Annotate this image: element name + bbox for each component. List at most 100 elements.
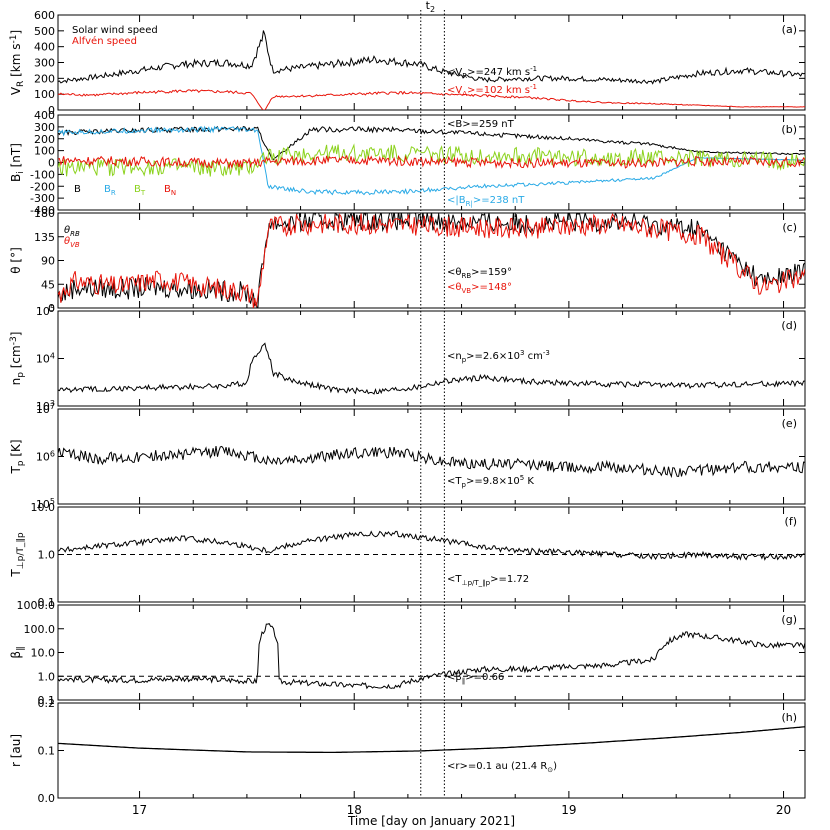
y-tick-label: 400 (34, 41, 55, 54)
x-tick-label: 19 (561, 803, 576, 817)
y-tick-label: 400 (34, 109, 55, 122)
legend-entry: θVB (64, 236, 80, 249)
series-line-black (58, 125, 805, 161)
annotation: <β∥>=0.66 (447, 672, 504, 685)
annotation: <θRB>=159° (447, 267, 512, 280)
y-tick-label: 200 (34, 72, 55, 85)
y-tick-label: 90 (41, 255, 55, 268)
x-tick-label: 20 (776, 803, 791, 817)
y-tick-label: 104 (36, 352, 55, 366)
legend-entry: Solar wind speed (72, 25, 158, 36)
y-axis-label: θ [°] (9, 247, 23, 274)
series-line-red (58, 89, 805, 110)
series-line-red (58, 154, 805, 170)
panel-e: 105 106 107 Tp [K] (e) <Tp>=9.8×105 K (9, 402, 806, 511)
series-line-green (58, 143, 805, 177)
panel-g: 0.1 1.0 10.0 100.0 1000.0 β∥ (g) <β∥>=0.66 (9, 599, 806, 707)
panel-f: 0.1 1.0 10.0 T⊥p/T_∥p (f) <T⊥p/T_∥p>=1.72 (9, 501, 806, 609)
series-line-black (58, 30, 805, 85)
y-tick-label: 300 (34, 57, 55, 70)
y-tick-label: 600 (34, 9, 55, 22)
annotation: <VR>=247 km s-1 (447, 65, 537, 80)
y-tick-label: 0 (48, 157, 55, 170)
series-line-blue (58, 125, 805, 196)
panel-tag: (d) (781, 319, 797, 332)
y-tick-label: 1.0 (38, 670, 56, 683)
y-axis-label: np [cm-3] (9, 332, 26, 386)
series-line-black (58, 445, 805, 479)
annotation: <r>=0.1 au (21.4 R⊙) (447, 761, 557, 774)
y-tick-label: 200 (34, 133, 55, 146)
annotation: <B>=259 nT (447, 119, 515, 130)
y-tick-label: 100.0 (24, 623, 56, 636)
y-tick-label: 0 (48, 104, 55, 117)
panel-tag: (a) (782, 23, 797, 36)
y-tick-label: 0.0 (38, 792, 56, 805)
y-tick-label: 0.2 (38, 697, 56, 710)
panel-frame (57, 212, 806, 309)
panel-frame (57, 604, 806, 701)
series-line-black (58, 726, 805, 754)
series-line-black (58, 342, 805, 395)
panel-tag: (e) (782, 417, 797, 430)
panel-h: 0.0 0.10.2 r [au] (h) <r>=0.1 au (21.4 R⊙) (9, 697, 806, 805)
x-axis-label: Time [day on January 2021] (347, 814, 515, 828)
y-tick-label: 500 (34, 25, 55, 38)
legend-entry: θRB (64, 225, 80, 238)
y-axis-label: VR [km s-1] (9, 30, 26, 95)
panel-d: 103 104 105 np [cm-3] (d) <np>=2.6×103 cm-3 (9, 304, 806, 413)
y-axis-label: T⊥p/T_∥p (9, 532, 26, 577)
y-tick-label: 135 (34, 231, 55, 244)
y-axis-label: Bi [nT] (9, 143, 26, 182)
y-tick-label: 300 (34, 121, 55, 134)
y-tick-label: -300 (30, 192, 55, 205)
y-tick-label: -100 (30, 168, 55, 181)
x-tick-label: 18 (347, 803, 362, 817)
y-axis-label: r [au] (9, 734, 23, 767)
annotation: <|BR|>=238 nT (447, 195, 525, 208)
panel-tag: (h) (781, 711, 797, 724)
y-tick-label: -200 (30, 180, 55, 193)
annotation: <VA>=102 km s-1 (447, 83, 537, 98)
x-axis: 17 18 19 20 Time [day on January 2021] (132, 803, 791, 828)
series-line-black (58, 622, 805, 690)
panel-tag: (g) (781, 613, 797, 626)
y-tick-label: 100 (34, 145, 55, 158)
y-tick-label: -400 (30, 204, 55, 217)
y-axis-label: Tp [K] (9, 439, 26, 474)
panel-tag: (c) (782, 221, 797, 234)
dotted-event-lines (420, 10, 445, 798)
series-line-red (58, 213, 805, 308)
y-tick-label: 0 (48, 302, 55, 315)
y-axis-label: β∥ (9, 646, 26, 658)
x-tick-label: 17 (132, 803, 147, 817)
panel-tag: (b) (781, 123, 797, 136)
t2-label: t2 (426, 0, 435, 14)
panel-frame (57, 310, 806, 407)
t2-marker: t2 (426, 0, 435, 14)
legend-entry: B (74, 184, 81, 195)
series-line-black (58, 213, 805, 308)
y-tick-label: 0.1 (38, 596, 56, 609)
annotation: <θVB>=148° (447, 282, 512, 295)
y-tick-label: 1.0 (38, 549, 56, 562)
y-tick-label: 180 (34, 207, 55, 220)
legend-entry: BT (134, 184, 146, 197)
legend-entry: Alfvén speed (72, 35, 137, 47)
y-tick-label: 105 (36, 497, 55, 511)
panel-a: 0 100 200 300 400 500 600 VR [km s-1] (a) Solar w… (9, 9, 806, 117)
legend-entry: BR (104, 184, 116, 197)
y-tick-label: 105 (36, 304, 55, 318)
y-tick-label: 106 (36, 450, 55, 464)
annotation: <T⊥p/T_∥p>=1.72 (447, 574, 529, 587)
y-tick-label: 45 (41, 278, 55, 291)
y-tick-label: 10.0 (31, 647, 56, 660)
y-tick-label: 0.1 (38, 694, 56, 707)
y-tick-label: 1000.0 (17, 599, 56, 612)
t2-subscript: 2 (430, 5, 435, 14)
y-tick-label: 10.0 (31, 501, 56, 514)
panel-frame (57, 14, 806, 111)
y-tick-label: 107 (36, 402, 55, 416)
